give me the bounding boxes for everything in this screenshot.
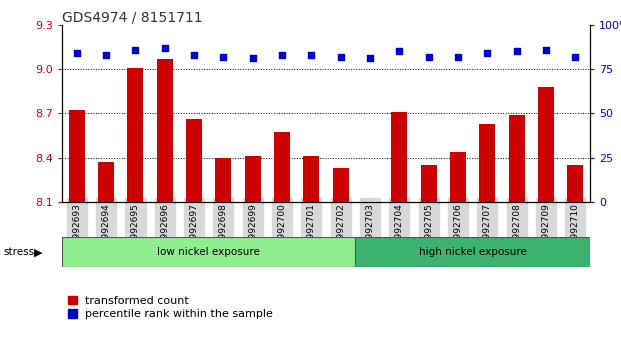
Point [160, 45, 170, 51]
Bar [567, 165, 583, 202]
Bar [245, 156, 261, 202]
Point [336, 54, 346, 59]
Point [72, 50, 82, 56]
Point [306, 52, 316, 58]
Bar [156, 59, 173, 202]
Bar [355, 237, 590, 267]
Bar [274, 132, 290, 202]
Point [277, 52, 287, 58]
Text: high nickel exposure: high nickel exposure [419, 247, 527, 257]
Point [424, 54, 433, 59]
Bar [215, 158, 232, 202]
Point [541, 47, 551, 52]
Bar [450, 152, 466, 202]
Point [219, 54, 229, 59]
Bar [420, 165, 437, 202]
Point [453, 54, 463, 59]
Bar [127, 68, 143, 202]
Bar [538, 87, 554, 202]
Legend: transformed count, percentile rank within the sample: transformed count, percentile rank withi… [68, 296, 273, 319]
Point [394, 48, 404, 54]
Bar [69, 110, 85, 202]
Bar [333, 168, 349, 202]
Point [365, 56, 375, 61]
Text: GDS4974 / 8151711: GDS4974 / 8151711 [62, 11, 202, 25]
Text: ▶: ▶ [34, 247, 43, 257]
Bar [186, 119, 202, 202]
Bar [98, 162, 114, 202]
Point [189, 52, 199, 58]
Text: low nickel exposure: low nickel exposure [157, 247, 260, 257]
Bar [509, 115, 525, 202]
Point [101, 52, 111, 58]
Point [570, 54, 580, 59]
Text: stress: stress [3, 247, 34, 257]
Point [512, 48, 522, 54]
Bar [303, 156, 319, 202]
Point [130, 47, 140, 52]
Bar [62, 237, 355, 267]
Point [248, 56, 258, 61]
Point [483, 50, 492, 56]
Bar [479, 124, 496, 202]
Bar [391, 112, 407, 202]
